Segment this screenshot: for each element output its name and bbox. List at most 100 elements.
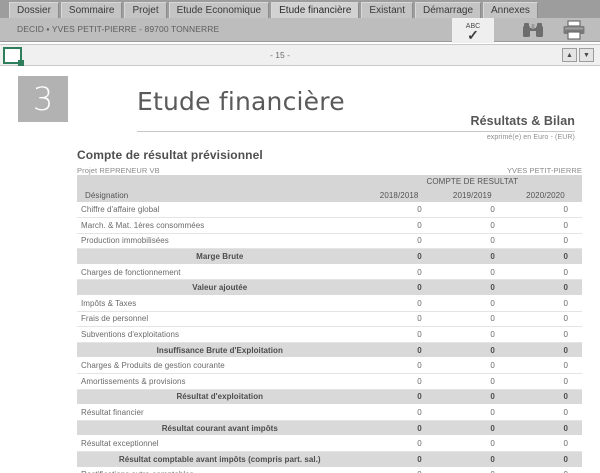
- row-label: Valeur ajoutée: [77, 279, 363, 297]
- row-value-2: 0: [435, 248, 509, 265]
- row-value-3: 0: [508, 279, 582, 297]
- table-row-total[interactable]: Résultat comptable avant impôts (compris…: [77, 451, 582, 468]
- tab-annexes[interactable]: Annexes: [483, 2, 538, 18]
- table-row[interactable]: Résultat exceptionnel 0 0 0: [77, 435, 582, 452]
- selection-resize-handle[interactable]: [18, 60, 24, 66]
- print-button[interactable]: [556, 18, 592, 42]
- row-label: Subventions d'exploitations: [77, 326, 363, 343]
- table-row[interactable]: Résultat financier 0 0 0: [77, 404, 582, 421]
- row-label: Rectifications extra-comptables: [77, 467, 363, 473]
- table-row[interactable]: Charges & Produits de gestion courante 0 0…: [77, 357, 582, 375]
- row-value-2: 0: [435, 326, 509, 343]
- table-row[interactable]: Frais de personnel 0 0 0: [77, 311, 582, 328]
- row-value-3: 0: [508, 311, 582, 328]
- row-value-2: 0: [435, 342, 509, 359]
- binoculars-icon: [523, 23, 543, 37]
- page-navigation-bar: - 15 - ▲ ▼: [0, 44, 600, 66]
- row-label: Résultat d'exploitation: [77, 389, 363, 406]
- row-value-3: 0: [508, 264, 582, 281]
- row-label: Résultat comptable avant impôts (compris…: [77, 451, 363, 468]
- row-value-1: 0: [362, 264, 436, 281]
- table-row-total[interactable]: Résultat courant avant impôts 0 0 0: [77, 420, 582, 437]
- project-label: Projet REPRENEUR VB: [77, 166, 160, 175]
- spellcheck-check-icon: ✓: [467, 27, 479, 43]
- page-spinner: ▲ ▼: [562, 48, 594, 62]
- table-row-total[interactable]: Résultat d'exploitation 0 0 0: [77, 389, 582, 406]
- tab-etude-economique[interactable]: Etude Economique: [168, 2, 270, 18]
- selection-handle-box[interactable]: [3, 47, 24, 66]
- row-value-2: 0: [435, 295, 509, 312]
- row-value-1: 0: [362, 233, 436, 250]
- column-header-year-1: 2018/2018: [362, 188, 436, 202]
- tab-projet[interactable]: Projet: [124, 2, 167, 18]
- section-number-badge: 3: [18, 76, 68, 122]
- row-value-2: 0: [435, 389, 509, 406]
- row-value-3: 0: [508, 373, 582, 390]
- row-value-1: 0: [362, 248, 436, 265]
- row-value-3: 0: [508, 326, 582, 343]
- row-value-3: 0: [508, 467, 582, 473]
- row-value-3: 0: [508, 404, 582, 421]
- table-row[interactable]: Production immobilisées 0 0 0: [77, 233, 582, 250]
- page-up-button[interactable]: ▲: [562, 48, 577, 62]
- row-label: Insuffisance Brute d'Exploitation: [77, 342, 363, 359]
- tab-etude-financi-re[interactable]: Etude financière: [271, 2, 360, 18]
- band-title: COMPTE DE RESULTAT: [362, 175, 582, 188]
- page-title: Etude financière: [137, 87, 345, 116]
- find-button[interactable]: [515, 18, 551, 42]
- row-value-2: 0: [435, 279, 509, 297]
- row-label: Charges de fonctionnement: [77, 264, 363, 281]
- row-value-1: 0: [362, 451, 436, 468]
- spellcheck-abc-label: ABC: [465, 23, 481, 30]
- column-header-year-2: 2019/2019: [435, 188, 509, 202]
- tab-d-marrage[interactable]: Démarrage: [414, 2, 482, 18]
- row-label: March. & Mat. 1ères consommées: [77, 217, 363, 234]
- header-strip: DECID ▪ YVES PETIT-PIERRE - 89700 TONNER…: [0, 18, 600, 43]
- row-value-1: 0: [362, 373, 436, 390]
- row-value-3: 0: [508, 342, 582, 359]
- row-label: Impôts & Taxes: [77, 295, 363, 312]
- row-label: Marge Brute: [77, 248, 363, 265]
- spellcheck-button[interactable]: ABC ✓: [452, 18, 494, 43]
- tab-dossier[interactable]: Dossier: [9, 2, 59, 18]
- row-label: Résultat courant avant impôts: [77, 420, 363, 437]
- page-down-button[interactable]: ▼: [579, 48, 594, 62]
- row-value-3: 0: [508, 389, 582, 406]
- table-header-row: Désignation 2018/2018 2019/2019 2020/202…: [77, 188, 582, 202]
- table-row[interactable]: Chiffre d'affaire global 0 0 0: [77, 202, 582, 219]
- row-value-2: 0: [435, 202, 509, 219]
- row-value-1: 0: [362, 217, 436, 234]
- table-row-total[interactable]: Valeur ajoutée 0 0 0: [77, 279, 582, 297]
- title-divider: [137, 131, 575, 132]
- table-row[interactable]: Impôts & Taxes 0 0 0: [77, 295, 582, 312]
- band-spacer: [77, 175, 363, 188]
- tab-existant[interactable]: Existant: [361, 2, 413, 18]
- table-row-total[interactable]: Insuffisance Brute d'Exploitation 0 0 0: [77, 342, 582, 359]
- row-label: Charges & Produits de gestion courante: [77, 357, 363, 375]
- row-value-1: 0: [362, 420, 436, 437]
- tab-sommaire[interactable]: Sommaire: [60, 2, 123, 18]
- row-value-1: 0: [362, 295, 436, 312]
- table-row[interactable]: Subventions d'exploitations 0 0 0: [77, 326, 582, 343]
- main-tab-bar: Dossier Sommaire Projet Etude Economique Etu…: [0, 0, 600, 18]
- income-statement-table: COMPTE DE RESULTAT Désignation 2018/2018…: [77, 175, 582, 473]
- row-value-2: 0: [435, 420, 509, 437]
- table-row[interactable]: Amortissements & provisions 0 0 0: [77, 373, 582, 390]
- row-label: Frais de personnel: [77, 311, 363, 328]
- column-header-year-3: 2020/2020: [508, 188, 582, 202]
- row-value-2: 0: [435, 264, 509, 281]
- row-value-2: 0: [435, 451, 509, 468]
- breadcrumb: DECID ▪ YVES PETIT-PIERRE - 89700 TONNER…: [17, 24, 220, 34]
- table-body: Chiffre d'affaire global 0 0 0 March. & Mat.…: [77, 202, 582, 473]
- row-label: Chiffre d'affaire global: [77, 202, 363, 219]
- row-value-2: 0: [435, 467, 509, 473]
- row-value-1: 0: [362, 311, 436, 328]
- table-row[interactable]: Charges de fonctionnement 0 0 0: [77, 264, 582, 281]
- table-row[interactable]: March. & Mat. 1ères consommées 0 0 0: [77, 217, 582, 234]
- table-row[interactable]: Rectifications extra-comptables000: [77, 467, 582, 473]
- row-value-2: 0: [435, 311, 509, 328]
- row-label: Résultat exceptionnel: [77, 435, 363, 452]
- currency-note: exprimé(e) en Euro - (EUR): [486, 134, 575, 141]
- table-row-total[interactable]: Marge Brute 0 0 0: [77, 248, 582, 265]
